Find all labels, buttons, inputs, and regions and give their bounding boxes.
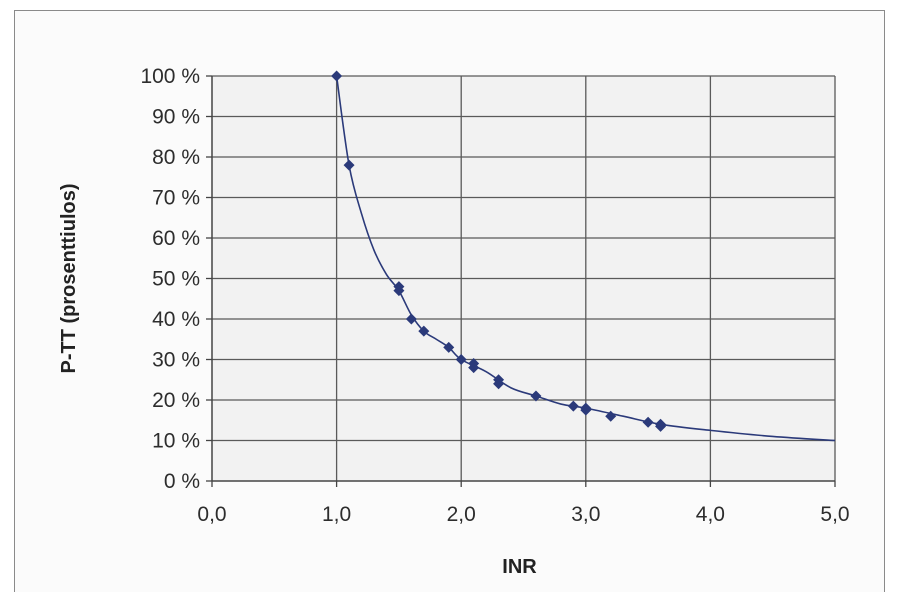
y-tick-label: 50 % bbox=[152, 268, 200, 291]
data-point bbox=[530, 390, 542, 402]
y-tick-label: 100 % bbox=[140, 65, 200, 88]
data-point bbox=[443, 341, 455, 353]
y-tick-label: 10 % bbox=[152, 430, 200, 453]
grid-lines bbox=[212, 75, 836, 481]
y-tick-labels: 0 % 10 % 20 % 30 % 40 % 50 % 60 % 70 % 80 % 90 % 1… bbox=[140, 65, 200, 493]
x-tick-label: 5,0 bbox=[820, 503, 849, 526]
data-points bbox=[331, 70, 667, 432]
data-point bbox=[655, 420, 667, 432]
x-tick-label: 0,0 bbox=[197, 503, 226, 526]
x-tick-label: 1,0 bbox=[322, 503, 351, 526]
data-point bbox=[331, 70, 343, 82]
data-point bbox=[455, 354, 467, 365]
y-tick-label: 30 % bbox=[152, 349, 200, 372]
data-point bbox=[493, 378, 505, 390]
data-point bbox=[605, 410, 617, 422]
y-tick-label: 80 % bbox=[152, 146, 200, 169]
data-point bbox=[468, 362, 480, 374]
y-tick-label: 60 % bbox=[152, 227, 200, 250]
x-axis-title: INR bbox=[502, 556, 537, 578]
x-tick-label: 4,0 bbox=[696, 503, 725, 526]
x-tick-labels: 0,0 1,0 2,0 3,0 4,0 5,0 bbox=[197, 503, 849, 526]
data-point bbox=[580, 404, 592, 416]
data-point bbox=[393, 285, 405, 297]
y-tick-label: 90 % bbox=[152, 106, 200, 129]
y-tick-label: 20 % bbox=[152, 389, 200, 412]
chart-svg: 0 % 10 % 20 % 30 % 40 % 50 % 60 % 70 % 80 % 90 % 1… bbox=[58, 65, 850, 578]
data-point bbox=[343, 159, 355, 171]
x-tick-label: 2,0 bbox=[447, 503, 476, 526]
data-point bbox=[567, 400, 579, 412]
y-tick-label: 70 % bbox=[152, 187, 200, 210]
y-axis-title: P-TT (prosenttiulos) bbox=[58, 184, 80, 374]
axes bbox=[206, 75, 836, 487]
y-tick-label: 0 % bbox=[164, 470, 200, 493]
data-point bbox=[405, 313, 417, 325]
x-tick-label: 3,0 bbox=[571, 503, 600, 526]
data-point bbox=[642, 416, 654, 428]
data-point bbox=[418, 325, 430, 337]
chart-frame: 0 % 10 % 20 % 30 % 40 % 50 % 60 % 70 % 80 % 90 % 1… bbox=[14, 10, 885, 592]
y-tick-label: 40 % bbox=[152, 308, 200, 331]
